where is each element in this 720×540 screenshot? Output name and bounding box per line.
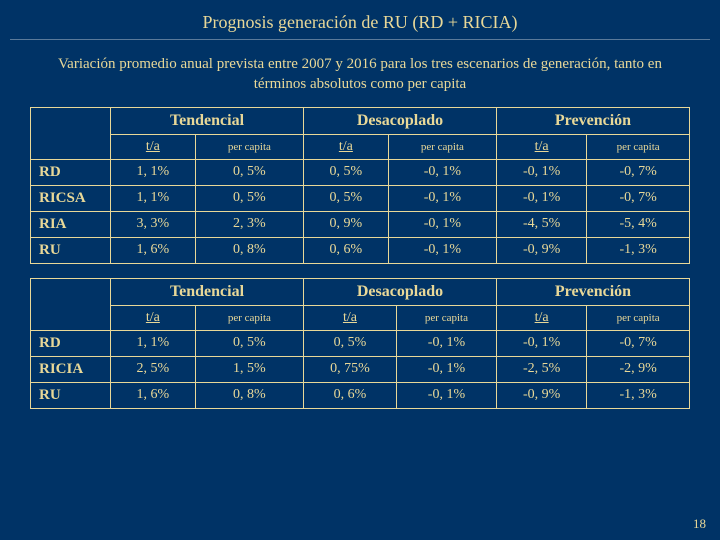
cell: -0, 7% <box>587 185 690 211</box>
cell: -0, 7% <box>587 330 690 356</box>
row-label: RICIA <box>31 356 111 382</box>
cell: -1, 3% <box>587 237 690 263</box>
subheader-pc: per capita <box>388 134 496 159</box>
cell: -0, 1% <box>388 211 496 237</box>
table-row: RICIA 2, 5% 1, 5% 0, 75% -0, 1% -2, 5% -… <box>31 356 690 382</box>
cell: -0, 1% <box>496 330 586 356</box>
cell: -0, 9% <box>496 382 586 408</box>
cell: -2, 5% <box>496 356 586 382</box>
cell: -4, 5% <box>496 211 586 237</box>
table-row: RICSA 1, 1% 0, 5% 0, 5% -0, 1% -0, 1% -0… <box>31 185 690 211</box>
cell: -0, 1% <box>396 382 496 408</box>
subheader-ta: t/a <box>496 134 586 159</box>
subheader-pc: per capita <box>195 305 303 330</box>
cell: 0, 5% <box>195 185 303 211</box>
title-divider <box>10 39 710 40</box>
cell: -2, 9% <box>587 356 690 382</box>
table-row: Tendencial Desacoplado Prevención <box>31 278 690 305</box>
cell: -0, 9% <box>496 237 586 263</box>
row-label: RD <box>31 159 111 185</box>
table-row: RD 1, 1% 0, 5% 0, 5% -0, 1% -0, 1% -0, 7… <box>31 159 690 185</box>
subheader-ta: t/a <box>303 134 388 159</box>
cell: 0, 6% <box>303 382 396 408</box>
cell: 0, 9% <box>303 211 388 237</box>
cell: 1, 1% <box>111 185 196 211</box>
scenario-header: Prevención <box>496 278 689 305</box>
subheader-pc: per capita <box>587 134 690 159</box>
row-label: RD <box>31 330 111 356</box>
cell: 1, 6% <box>111 237 196 263</box>
subheader-ta: t/a <box>303 305 396 330</box>
subheader-ta: t/a <box>111 134 196 159</box>
cell: -0, 1% <box>388 159 496 185</box>
cell: 0, 5% <box>195 159 303 185</box>
subheader-pc: per capita <box>396 305 496 330</box>
cell: 1, 1% <box>111 159 196 185</box>
scenario-header: Desacoplado <box>303 278 496 305</box>
table-row: Tendencial Desacoplado Prevención <box>31 107 690 134</box>
row-label: RICSA <box>31 185 111 211</box>
table-row: t/a per capita t/a per capita t/a per ca… <box>31 305 690 330</box>
cell: -0, 1% <box>396 330 496 356</box>
cell: 0, 5% <box>303 330 396 356</box>
table-1: Tendencial Desacoplado Prevención t/a pe… <box>30 107 690 264</box>
subheader-ta: t/a <box>111 305 196 330</box>
table-corner <box>31 107 111 159</box>
cell: 1, 5% <box>195 356 303 382</box>
subheader-pc: per capita <box>587 305 690 330</box>
cell: -0, 1% <box>496 185 586 211</box>
scenario-header: Prevención <box>496 107 689 134</box>
cell: 0, 5% <box>303 159 388 185</box>
page-title: Prognosis generación de RU (RD + RICIA) <box>0 0 720 39</box>
cell: 2, 3% <box>195 211 303 237</box>
cell: 1, 1% <box>111 330 196 356</box>
page-subtitle: Variación promedio anual prevista entre … <box>0 50 720 107</box>
table-row: t/a per capita t/a per capita t/a per ca… <box>31 134 690 159</box>
table-corner <box>31 278 111 330</box>
table-row: RU 1, 6% 0, 8% 0, 6% -0, 1% -0, 9% -1, 3… <box>31 237 690 263</box>
cell: 3, 3% <box>111 211 196 237</box>
cell: -1, 3% <box>587 382 690 408</box>
cell: -0, 1% <box>388 185 496 211</box>
table-2: Tendencial Desacoplado Prevención t/a pe… <box>30 278 690 409</box>
cell: 0, 8% <box>195 237 303 263</box>
row-label: RIA <box>31 211 111 237</box>
cell: -0, 1% <box>496 159 586 185</box>
scenario-header: Tendencial <box>111 278 304 305</box>
cell: 1, 6% <box>111 382 196 408</box>
cell: 2, 5% <box>111 356 196 382</box>
table-row: RU 1, 6% 0, 8% 0, 6% -0, 1% -0, 9% -1, 3… <box>31 382 690 408</box>
subheader-ta: t/a <box>496 305 586 330</box>
table-row: RD 1, 1% 0, 5% 0, 5% -0, 1% -0, 1% -0, 7… <box>31 330 690 356</box>
page-number: 18 <box>693 516 706 532</box>
scenario-header: Tendencial <box>111 107 304 134</box>
cell: 0, 8% <box>195 382 303 408</box>
cell: -0, 7% <box>587 159 690 185</box>
cell: -0, 1% <box>388 237 496 263</box>
cell: -0, 1% <box>396 356 496 382</box>
row-label: RU <box>31 237 111 263</box>
scenario-header: Desacoplado <box>303 107 496 134</box>
row-label: RU <box>31 382 111 408</box>
cell: 0, 6% <box>303 237 388 263</box>
subheader-pc: per capita <box>195 134 303 159</box>
cell: 0, 5% <box>303 185 388 211</box>
table-row: RIA 3, 3% 2, 3% 0, 9% -0, 1% -4, 5% -5, … <box>31 211 690 237</box>
cell: -5, 4% <box>587 211 690 237</box>
cell: 0, 5% <box>195 330 303 356</box>
cell: 0, 75% <box>303 356 396 382</box>
